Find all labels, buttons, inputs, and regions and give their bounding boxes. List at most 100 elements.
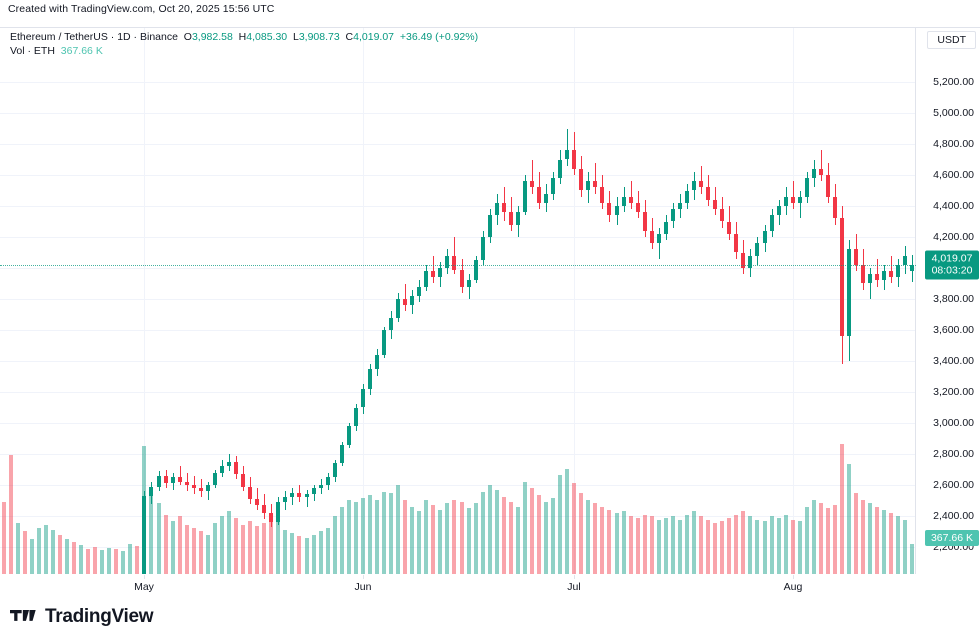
volume-bar [199, 531, 203, 574]
grid-line [0, 547, 916, 548]
volume-bar [495, 490, 499, 574]
time-axis-tick: Jun [354, 581, 372, 593]
candle-body [262, 505, 266, 513]
candle-body [875, 274, 879, 281]
candle-body [636, 202, 640, 213]
candle-body [403, 299, 407, 306]
candle-body [248, 486, 252, 499]
candle-body [178, 477, 182, 482]
volume-bar [530, 488, 534, 574]
candle-body [502, 202, 506, 213]
chart-plot-area[interactable] [0, 28, 916, 574]
candle-wick [469, 274, 470, 299]
volume-bar [805, 506, 809, 574]
price-axis[interactable]: USDT 4,019.07 08:03:20 367.66 K 5,200.00… [915, 28, 980, 574]
candle-body [382, 330, 386, 355]
price-axis-tick: 4,800.00 [933, 138, 974, 150]
time-axis[interactable]: MayJunJulAugSepOct [0, 575, 980, 601]
candle-body [361, 388, 365, 408]
candle-body [460, 269, 464, 287]
candle-body [685, 190, 689, 203]
candle-body [185, 481, 189, 485]
candle-body [319, 485, 323, 489]
legend-volume-label[interactable]: Vol · ETH [10, 45, 55, 57]
candle-body [474, 260, 478, 281]
volume-bar [121, 550, 125, 574]
candle-body [488, 215, 492, 237]
candle-body [713, 199, 717, 210]
volume-bar [875, 506, 879, 574]
grid-line-vertical [363, 28, 364, 574]
candle-body [312, 488, 316, 495]
candle-body [326, 477, 330, 485]
candle-body [586, 181, 590, 191]
legend-exchange[interactable]: Binance [139, 31, 178, 43]
candle-body [290, 492, 294, 498]
price-axis-tick: 2,600.00 [933, 479, 974, 491]
volume-bar [755, 519, 759, 574]
legend-low-label: L [292, 31, 299, 43]
grid-line [0, 206, 916, 207]
volume-bar [333, 516, 337, 574]
chart-pane[interactable]: Ethereum / TetherUS · 1D · Binance O3,98… [0, 27, 980, 577]
candle-body [699, 181, 703, 188]
volume-bar [678, 519, 682, 574]
candle-wick [877, 258, 878, 287]
volume-bar [65, 538, 69, 574]
volume-bar [9, 454, 13, 574]
candle-body [241, 474, 245, 487]
candle-body [868, 274, 872, 284]
candle-body [558, 159, 562, 179]
volume-bar [290, 532, 294, 574]
candle-body [544, 193, 548, 203]
volume-bar [607, 509, 611, 574]
volume-bar [51, 529, 55, 574]
price-axis-tick: 4,600.00 [933, 169, 974, 181]
volume-bar [600, 506, 604, 574]
candle-body [199, 488, 203, 492]
price-axis-tick: 3,000.00 [933, 417, 974, 429]
candle-wick [180, 466, 181, 485]
candle-body [192, 485, 196, 489]
tradingview-wordmark: TradingView [45, 606, 154, 627]
candle-body [840, 218, 844, 337]
volume-bar [488, 485, 492, 574]
volume-bar [276, 516, 280, 574]
volume-bar [586, 499, 590, 574]
candle-body [847, 249, 851, 337]
candle-body [283, 497, 287, 503]
legend-interval[interactable]: 1D [117, 31, 131, 43]
candle-body [882, 271, 886, 281]
volume-bar [445, 503, 449, 574]
candle-body [763, 230, 767, 244]
current-price-line [0, 265, 916, 267]
candle-body [671, 209, 675, 222]
volume-bar [685, 514, 689, 574]
legend-symbol[interactable]: Ethereum / TetherUS [10, 31, 108, 43]
candle-body [417, 286, 421, 296]
candle-body [523, 181, 527, 213]
volume-bar [812, 499, 816, 574]
volume-bar [819, 503, 823, 574]
volume-bar [396, 485, 400, 574]
grid-line-vertical [574, 28, 575, 574]
candle-body [227, 461, 231, 467]
grid-line [0, 330, 916, 331]
volume-bar [882, 509, 886, 574]
volume-bar [544, 501, 548, 574]
candle-wick [595, 162, 596, 194]
candle-body [657, 233, 661, 244]
candle-body [727, 221, 731, 234]
candle-body [748, 255, 752, 268]
time-axis-tick-mark [144, 575, 145, 579]
volume-bar [283, 529, 287, 574]
candle-body [481, 237, 485, 261]
volume-bar [889, 513, 893, 574]
volume-bar [431, 504, 435, 574]
volume-bar [910, 543, 914, 574]
candle-body [530, 181, 534, 188]
volume-bar [135, 546, 139, 574]
candle-body [600, 187, 604, 203]
volume-bar [847, 463, 851, 574]
candle-body [509, 212, 513, 225]
